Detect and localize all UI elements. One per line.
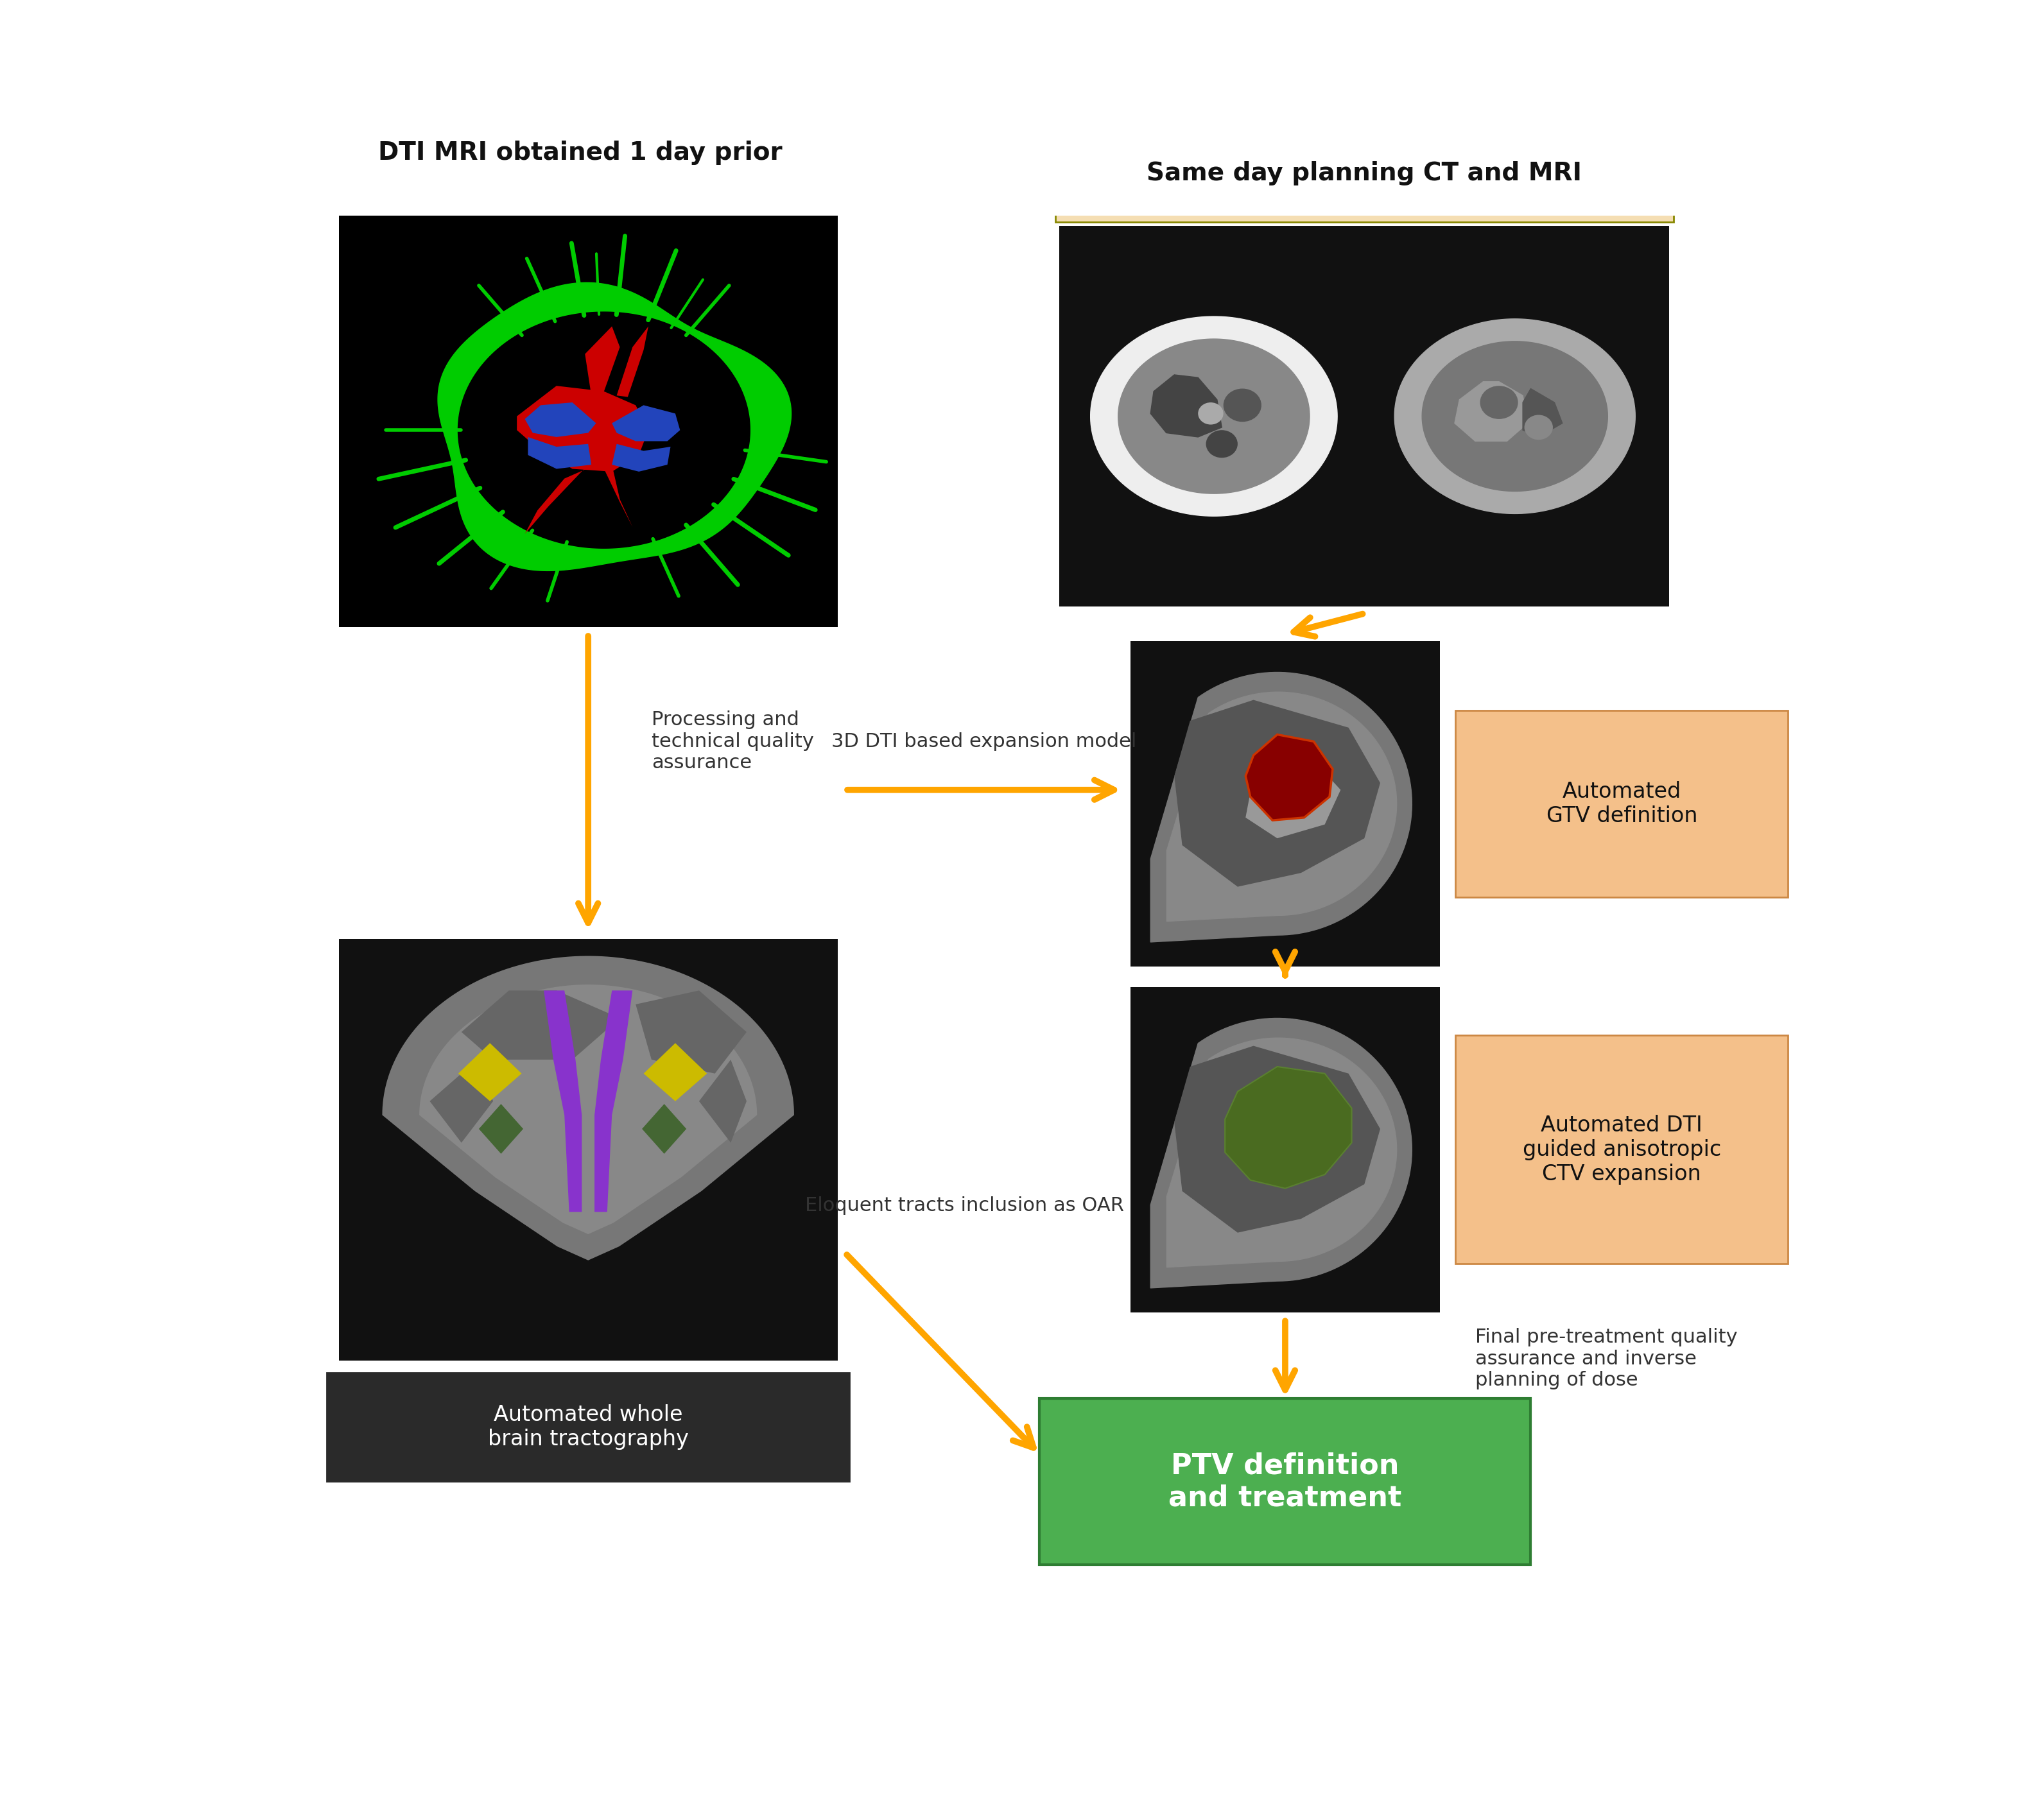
Circle shape [1198,403,1224,424]
Polygon shape [458,313,750,548]
FancyBboxPatch shape [1040,1398,1531,1565]
Text: Final pre-treatment quality
assurance and inverse
planning of dose: Final pre-treatment quality assurance an… [1476,1328,1737,1389]
Circle shape [1525,415,1553,440]
Polygon shape [544,990,583,1211]
Polygon shape [437,282,791,571]
Polygon shape [527,437,591,469]
Circle shape [1480,386,1519,419]
Polygon shape [611,404,681,442]
Polygon shape [1167,692,1396,922]
Polygon shape [1394,318,1635,514]
Polygon shape [1173,1046,1380,1233]
Text: Eloquent tracts inclusion as OAR: Eloquent tracts inclusion as OAR [805,1197,1124,1215]
Bar [1130,987,1439,1312]
Polygon shape [478,1103,523,1154]
Polygon shape [1091,316,1337,516]
Polygon shape [458,1042,521,1102]
Polygon shape [1151,672,1412,942]
Polygon shape [611,444,670,471]
Circle shape [1206,429,1239,458]
Text: PTV definition
and treatment: PTV definition and treatment [1169,1452,1402,1511]
FancyBboxPatch shape [1455,710,1788,897]
Polygon shape [419,985,756,1235]
Polygon shape [1173,701,1380,886]
Polygon shape [1118,340,1310,494]
Polygon shape [595,990,632,1211]
Polygon shape [517,386,648,471]
Bar [339,938,838,1360]
Bar [1130,642,1439,967]
Polygon shape [382,956,793,1260]
Polygon shape [462,990,619,1060]
Text: Same day planning CT and MRI: Same day planning CT and MRI [1147,162,1582,185]
Polygon shape [642,1103,687,1154]
Polygon shape [636,990,746,1073]
Polygon shape [525,465,597,534]
Text: 3D DTI based expansion model: 3D DTI based expansion model [832,733,1136,751]
Polygon shape [1523,388,1562,437]
Polygon shape [1224,1067,1351,1188]
Text: Automated
GTV definition: Automated GTV definition [1545,782,1697,827]
FancyBboxPatch shape [1055,126,1674,221]
Polygon shape [1455,381,1527,442]
Polygon shape [1151,376,1222,437]
Polygon shape [644,1042,707,1102]
Polygon shape [585,327,619,395]
Polygon shape [1423,341,1609,491]
Polygon shape [429,1060,493,1143]
Polygon shape [1245,1102,1341,1184]
Text: Automated DTI
guided anisotropic
CTV expansion: Automated DTI guided anisotropic CTV exp… [1523,1114,1721,1184]
Bar [339,205,838,627]
Polygon shape [699,1060,746,1143]
FancyBboxPatch shape [343,104,818,201]
Bar [1059,226,1670,607]
Text: Processing and
technical quality
assurance: Processing and technical quality assuran… [652,710,814,773]
Text: DTI MRI obtained 1 day prior: DTI MRI obtained 1 day prior [378,140,783,165]
Text: Automated whole
brain tractography: Automated whole brain tractography [489,1403,689,1450]
Polygon shape [1167,1039,1396,1267]
Circle shape [1224,388,1261,422]
Polygon shape [525,403,597,437]
Polygon shape [1245,735,1333,819]
Polygon shape [1245,755,1341,837]
Polygon shape [605,465,632,527]
Polygon shape [617,327,648,397]
FancyBboxPatch shape [327,1373,850,1481]
Polygon shape [1151,1019,1412,1288]
FancyBboxPatch shape [1455,1035,1788,1263]
